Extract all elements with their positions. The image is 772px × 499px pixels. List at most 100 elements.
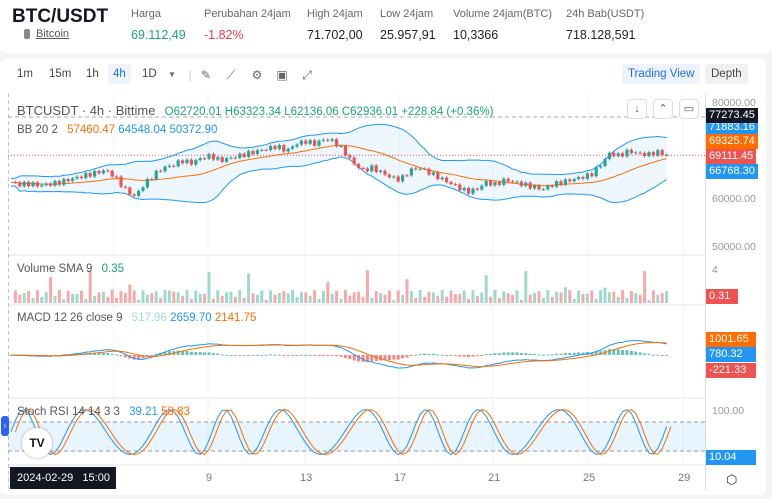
chevron-down-icon[interactable]: ▼	[168, 70, 176, 79]
macd-histogram-bar	[541, 354, 545, 356]
candle	[427, 168, 431, 175]
macd-histogram-bar	[167, 351, 171, 355]
stoch-k-line	[10, 408, 668, 456]
candle	[638, 152, 642, 154]
candle	[440, 177, 444, 180]
macd-histogram-bar	[577, 352, 581, 355]
candle	[106, 170, 110, 172]
price-axis[interactable]	[705, 93, 766, 490]
macd-histogram-bar	[260, 354, 264, 356]
macd-histogram-bar	[313, 355, 317, 356]
candle	[572, 179, 576, 182]
macd-histogram-bar	[660, 355, 664, 356]
price-tag-bb-mid: 69325.74	[706, 134, 758, 149]
macd-histogram-bar	[273, 354, 277, 356]
macd-histogram-bar	[643, 353, 647, 355]
volume-bar	[335, 290, 339, 303]
volume-bar	[594, 298, 598, 303]
volume-bar	[247, 273, 251, 303]
price-chart[interactable]	[8, 93, 705, 490]
fullscreen-icon[interactable]: ⤢	[302, 68, 312, 82]
macd-histogram-bar	[427, 353, 431, 355]
macd-histogram-bar	[343, 355, 347, 359]
volume-bar	[361, 296, 365, 303]
depth-button[interactable]: Depth	[705, 64, 748, 84]
macd-histogram-bar	[616, 349, 620, 355]
candle	[269, 145, 273, 151]
stat-turnover: 24h Bab(USDT) 718.128,591	[566, 8, 645, 42]
candle	[607, 152, 611, 160]
tradingview-logo[interactable]: TV	[22, 428, 52, 458]
macd-histogram-bar	[409, 355, 413, 356]
candle	[27, 181, 31, 187]
scroll-down-button[interactable]: ↓	[627, 99, 647, 119]
macd-histogram-bar	[379, 355, 383, 361]
settings-icon[interactable]: ⬡	[726, 472, 738, 487]
volume-bar	[159, 297, 163, 303]
candle	[568, 179, 572, 182]
candle	[436, 172, 440, 180]
volume-bar	[612, 291, 616, 303]
interval-4h[interactable]: 4h	[108, 64, 131, 84]
candle	[110, 170, 114, 177]
candle	[97, 171, 101, 174]
volume-bar	[493, 290, 497, 303]
candle	[62, 179, 66, 185]
volume-bar	[629, 291, 633, 303]
interval-1h[interactable]: 1h	[86, 68, 99, 80]
maximize-button[interactable]: ▭	[679, 99, 699, 119]
macd-histogram-bar	[559, 353, 563, 355]
volume-bar	[370, 297, 374, 303]
volume-bar	[453, 293, 457, 303]
candle	[484, 180, 488, 186]
candle	[299, 140, 303, 145]
indicator-icon[interactable]: ⟋	[226, 68, 236, 82]
volume-bar	[220, 295, 224, 303]
macd-histogram-bar	[431, 353, 435, 355]
interval-1d[interactable]: 1D	[142, 68, 157, 80]
volume-bar	[233, 296, 237, 303]
volume-bar	[581, 293, 585, 303]
volume-bar	[255, 294, 259, 303]
expand-sidebar-button[interactable]: ›	[1, 416, 9, 436]
candle	[35, 182, 39, 187]
macd-histogram-bar	[229, 354, 233, 356]
volume-bar	[533, 293, 537, 303]
candle	[546, 185, 550, 190]
draw-icon[interactable]: ✎	[200, 68, 212, 82]
candle	[242, 153, 246, 157]
settings-icon[interactable]: ⚙	[251, 68, 263, 82]
interval-1m[interactable]: 1m	[17, 68, 33, 80]
interval-15m[interactable]: 15m	[49, 68, 72, 80]
macd-histogram-bar	[211, 353, 215, 355]
coin-link[interactable]: Bitcoin	[36, 28, 70, 40]
macd-histogram-bar	[335, 355, 339, 357]
volume-bar	[484, 275, 488, 303]
volume-bar	[154, 291, 158, 303]
coin-icon	[24, 29, 30, 39]
stoch-band	[8, 422, 705, 451]
volume-bar	[313, 290, 317, 303]
save-icon[interactable]: ▣	[276, 68, 288, 82]
volume-bar	[585, 293, 589, 303]
candle	[101, 170, 105, 174]
candle	[511, 181, 515, 183]
trading-view-button[interactable]: Trading View	[622, 64, 701, 84]
macd-histogram-bar	[524, 353, 528, 355]
collapse-button[interactable]: ⌃	[653, 99, 673, 119]
macd-histogram-bar	[255, 354, 259, 356]
macd-histogram-bar	[299, 354, 303, 356]
volume-bar	[660, 293, 664, 303]
volume-bar	[295, 296, 299, 303]
volume-bar	[132, 290, 136, 303]
stat-volume: Volume 24jam(BTC) 10,3366	[453, 8, 553, 42]
macd-histogram-bar	[572, 352, 576, 355]
candle	[475, 188, 479, 190]
candle	[528, 182, 532, 189]
volume-bar	[458, 293, 462, 303]
volume-bar	[57, 290, 61, 303]
volume-bar	[189, 298, 193, 303]
volume-bar	[392, 299, 396, 303]
volume-bar	[418, 290, 422, 303]
candle	[497, 182, 501, 185]
